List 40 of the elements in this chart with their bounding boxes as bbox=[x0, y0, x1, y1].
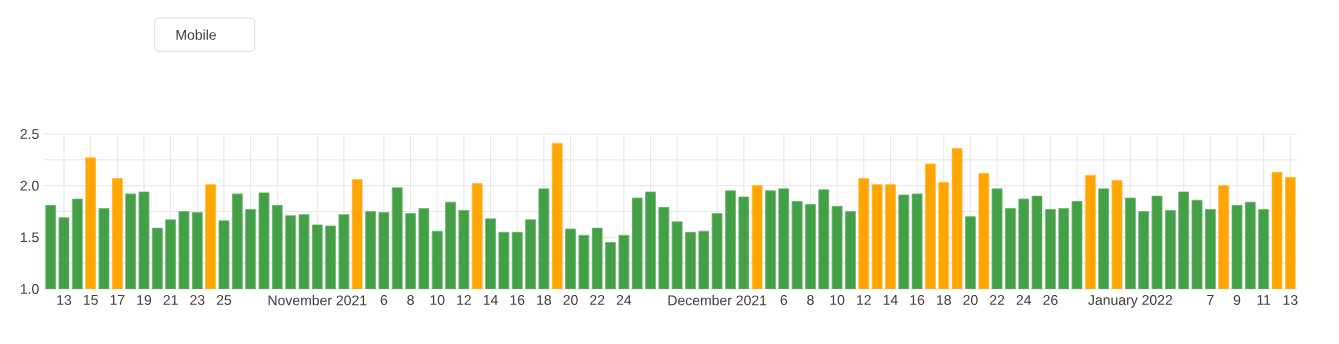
x-tick-label: November 2021 bbox=[268, 295, 367, 306]
x-tick-label: 10 bbox=[430, 295, 445, 305]
x-tick-label: 7 bbox=[1207, 295, 1214, 305]
x-tick-label: 17 bbox=[110, 295, 125, 305]
x-tick-label: 24 bbox=[616, 295, 632, 305]
x-tick-label: 20 bbox=[563, 295, 578, 305]
x-tick-label: 24 bbox=[1016, 295, 1032, 305]
x-tick-label: 21 bbox=[163, 295, 178, 305]
x-tick-label: January 2022 bbox=[1088, 295, 1173, 308]
x-tick-label: 18 bbox=[537, 295, 552, 305]
y-tick-label: 2.5 bbox=[20, 129, 39, 139]
x-tick-label: 12 bbox=[457, 295, 471, 305]
x-tick-label: 22 bbox=[990, 295, 1005, 305]
x-tick-label: 14 bbox=[483, 295, 498, 305]
x-tick-label: 12 bbox=[857, 295, 871, 305]
x-tick-label: 11 bbox=[1257, 295, 1271, 305]
x-tick-label: 23 bbox=[190, 295, 205, 305]
x-tick-label: 9 bbox=[1233, 295, 1241, 305]
x-tick-label: 6 bbox=[380, 295, 388, 305]
x-tick-label: 18 bbox=[937, 295, 951, 305]
x-tick-label: December 2021 bbox=[668, 295, 767, 306]
x-tick-label: 8 bbox=[407, 295, 414, 305]
y-tick-label: 1.5 bbox=[20, 232, 39, 243]
x-tick-label: 15 bbox=[83, 295, 98, 305]
x-tick-label: 20 bbox=[963, 295, 978, 305]
x-tick-label: 13 bbox=[1283, 295, 1298, 305]
x-tick-label: 8 bbox=[807, 295, 814, 305]
x-tick-label: 10 bbox=[830, 295, 845, 305]
x-tick-label: 25 bbox=[216, 295, 232, 305]
x-tick-label: 22 bbox=[590, 295, 605, 305]
x-tick-label: 13 bbox=[57, 295, 72, 305]
x-tick-label: 6 bbox=[780, 295, 788, 305]
x-tick-label: 14 bbox=[883, 295, 898, 305]
y-tick-label: 2.0 bbox=[20, 180, 39, 191]
x-tick-label: 26 bbox=[1043, 295, 1058, 305]
x-tick-label: 16 bbox=[910, 295, 925, 305]
x-tick-label: 16 bbox=[510, 295, 525, 305]
x-tick-label: 19 bbox=[137, 295, 152, 305]
text: Mobile bbox=[176, 29, 216, 40]
y-tick-label: 1.0 bbox=[20, 284, 39, 294]
